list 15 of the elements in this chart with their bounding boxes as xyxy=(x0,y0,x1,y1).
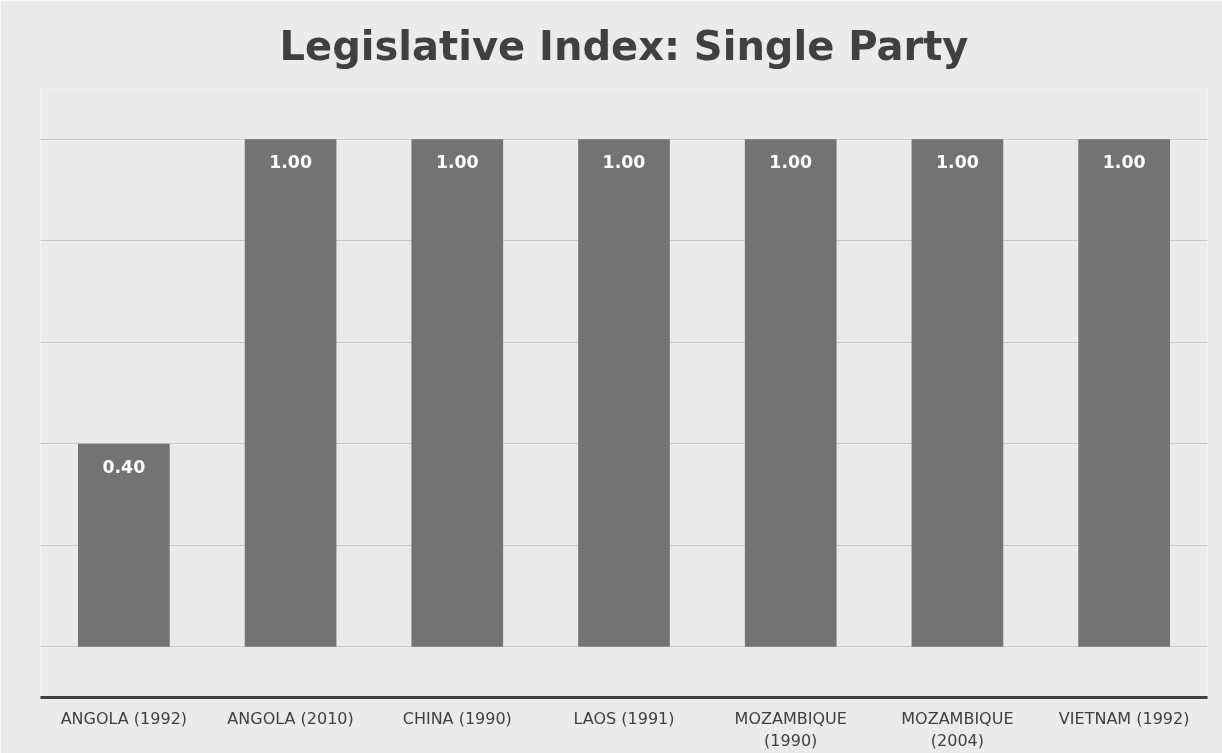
data-label: 1.00 xyxy=(602,152,646,173)
x-tick-label: VIETNAM (1992) xyxy=(1058,708,1190,728)
x-tick-label: ANGOLA (1992) xyxy=(60,708,188,728)
data-label: 1.00 xyxy=(1102,152,1146,173)
data-label: 1.00 xyxy=(769,152,813,173)
x-tick-label: ANGOLA (2010) xyxy=(227,708,354,728)
data-label: 1.00 xyxy=(269,152,312,173)
chart-title: Legislative Index: Single Party xyxy=(279,22,969,69)
x-tick-label: MOZAMBIQUE (2004) xyxy=(901,708,1014,751)
data-label: 0.40 xyxy=(102,456,146,477)
x-tick-label: CHINA (1990) xyxy=(402,708,512,728)
data-label: 1.00 xyxy=(936,152,979,173)
x-tick-label: LAOS (1991) xyxy=(573,708,675,728)
data-label: 1.00 xyxy=(435,152,479,173)
x-tick-label: MOZAMBIQUE (1990) xyxy=(734,708,847,751)
